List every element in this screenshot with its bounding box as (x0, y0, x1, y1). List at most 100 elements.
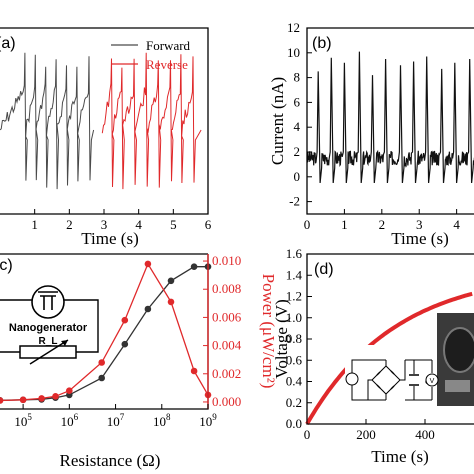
y-tick-label-d: 0.8 (286, 331, 302, 346)
y-ticks-right-c: 0.000 0.002 0.004 0.006 0.008 0.010 (203, 253, 242, 409)
data-point-voltage (98, 374, 105, 382)
series-c (0, 260, 212, 404)
series-current (307, 51, 474, 184)
bridge-leads (367, 360, 406, 400)
x-tick-label-d: 400 (415, 427, 435, 442)
data-point-power (0, 397, 4, 404)
data-point-power (167, 298, 175, 306)
photo-object-icon (443, 327, 474, 373)
y-tick-label-d: 1.6 (286, 246, 303, 261)
data-point-power (19, 396, 27, 404)
y-tick-label-b: 6 (294, 94, 301, 109)
y-axis-label-right-c: Power (μW/cm²) (259, 274, 278, 389)
reverse-trace (101, 52, 202, 190)
photo-detail-icon (445, 380, 470, 392)
panel-label-d: (d) (314, 261, 334, 278)
panel-label-b: (b) (312, 35, 332, 52)
x-ticks-a: 1 2 3 4 5 6 (31, 209, 212, 232)
data-point-power (52, 393, 59, 400)
nanogenerator-icon (31, 285, 65, 319)
x-tick-label-b: 3 (416, 217, 423, 232)
y-axis-label-b: Current (nA) (268, 77, 287, 165)
y-tick-label-d: 0.4 (286, 374, 303, 389)
inset-photo-d (437, 313, 474, 406)
x-ticks-b: 0 1 2 3 4 (304, 209, 460, 232)
panel-a: 1 2 3 4 5 6 (a) Forward Reverse Time (s) (0, 27, 212, 248)
y-tick-label-d: 1.4 (286, 267, 303, 282)
x-ticks-d: 0200400600 (304, 419, 435, 442)
x-tick-label-b: 2 (379, 217, 386, 232)
inset-circuit-d: C V (345, 345, 439, 407)
panel-d: 0200400600 0.00.20.40.60.81.01.21.41.6 (… (272, 246, 474, 466)
x-tick-label-d: 0 (304, 427, 311, 442)
y-ticks-d: 0.0 0.2 0.4 0.6 0.8 1.0 1.2 1.4 1.6 (286, 246, 312, 431)
data-point-power (98, 359, 105, 366)
y-tick-label-c: 0.002 (212, 366, 241, 381)
data-point-power (38, 395, 45, 402)
x-tick-label-b: 0 (304, 217, 311, 232)
inset-resistor-label: R_L (39, 336, 58, 347)
y-axis-label-d: Voltage (V) (272, 299, 291, 378)
x-tick-label-a: 5 (170, 217, 177, 232)
x-tick-label-a: 1 (31, 217, 38, 232)
y-tick-label-d: 0.6 (286, 352, 303, 367)
x-tick-label-a: 3 (101, 217, 108, 232)
inset-circuit-c: Nanogenerator R_L (0, 285, 99, 365)
legend-label-reverse: Reverse (146, 57, 188, 72)
y-tick-label-c: 0.006 (212, 309, 242, 324)
legend-label-forward: Forward (146, 38, 191, 53)
inset-nanogenerator-label: Nanogenerator (9, 322, 88, 334)
series-charging-voltage (305, 291, 473, 426)
data-point-power (121, 316, 129, 324)
y-tick-label-d: 1.0 (286, 310, 302, 325)
y-tick-label-b: 4 (294, 119, 301, 134)
data-point-voltage (167, 277, 175, 285)
y-tick-label-b: 2 (294, 144, 301, 159)
y-tick-label-b: 10 (287, 45, 300, 60)
x-axis-label-b: Time (s) (391, 229, 448, 248)
panel-label-c: (c) (0, 257, 13, 274)
x-axis-label-a: Time (s) (81, 229, 138, 248)
arrowhead-icon (61, 340, 68, 346)
generator-icon (345, 372, 359, 386)
circuit-background (345, 345, 437, 407)
circuit-wires-d (351, 359, 433, 401)
y-tick-label-d: 0.2 (286, 395, 302, 410)
x-axis-label-c: Resistance (Ω) (60, 451, 161, 470)
diode-icons (376, 370, 395, 390)
x-tick-label-c: 106 (61, 412, 79, 429)
x-tick-label-c: 108 (153, 412, 171, 429)
capacitor-icon (409, 374, 419, 386)
forward-trace (0, 52, 95, 190)
data-point-power (144, 260, 152, 268)
panel-label-a: (a) (0, 35, 16, 52)
y-tick-label-d: 1.2 (286, 289, 302, 304)
y-tick-label-b: 0 (294, 169, 301, 184)
x-axis-label-d: Time (s) (371, 447, 428, 466)
y-tick-label-c: 0.004 (212, 338, 242, 353)
variable-arrow-icon (29, 339, 69, 365)
panel-c: 105 106 107 108 109 0.0000.0020.0040.0060.00… (0, 253, 278, 470)
y-tick-label-c: 0.008 (212, 281, 241, 296)
x-tick-label-b: 4 (453, 217, 460, 232)
x-tick-label-c: 107 (107, 412, 125, 429)
y-tick-label-d: 0.0 (286, 416, 302, 431)
y-ticks-b: -2 0 2 4 6 8 10 12 (287, 20, 312, 209)
data-point-power (190, 367, 198, 375)
axes-frame-b (306, 27, 474, 215)
series-reverse (101, 52, 202, 190)
voltmeter-label: V (430, 378, 435, 385)
x-tick-label-a: 2 (66, 217, 73, 232)
y-tick-label-c: 0.000 (212, 394, 241, 409)
axes-frame-a (0, 27, 209, 215)
y-tick-label-c: 0.010 (212, 253, 241, 268)
x-ticks-c: 105 106 107 108 109 (14, 404, 217, 429)
x-tick-label-c: 105 (14, 412, 32, 429)
voltmeter-icon (425, 373, 439, 387)
x-tick-label-b: 1 (341, 217, 348, 232)
x-tick-label-d: 200 (356, 427, 376, 442)
data-point-power (66, 387, 73, 395)
x-tick-label-a: 6 (205, 217, 212, 232)
